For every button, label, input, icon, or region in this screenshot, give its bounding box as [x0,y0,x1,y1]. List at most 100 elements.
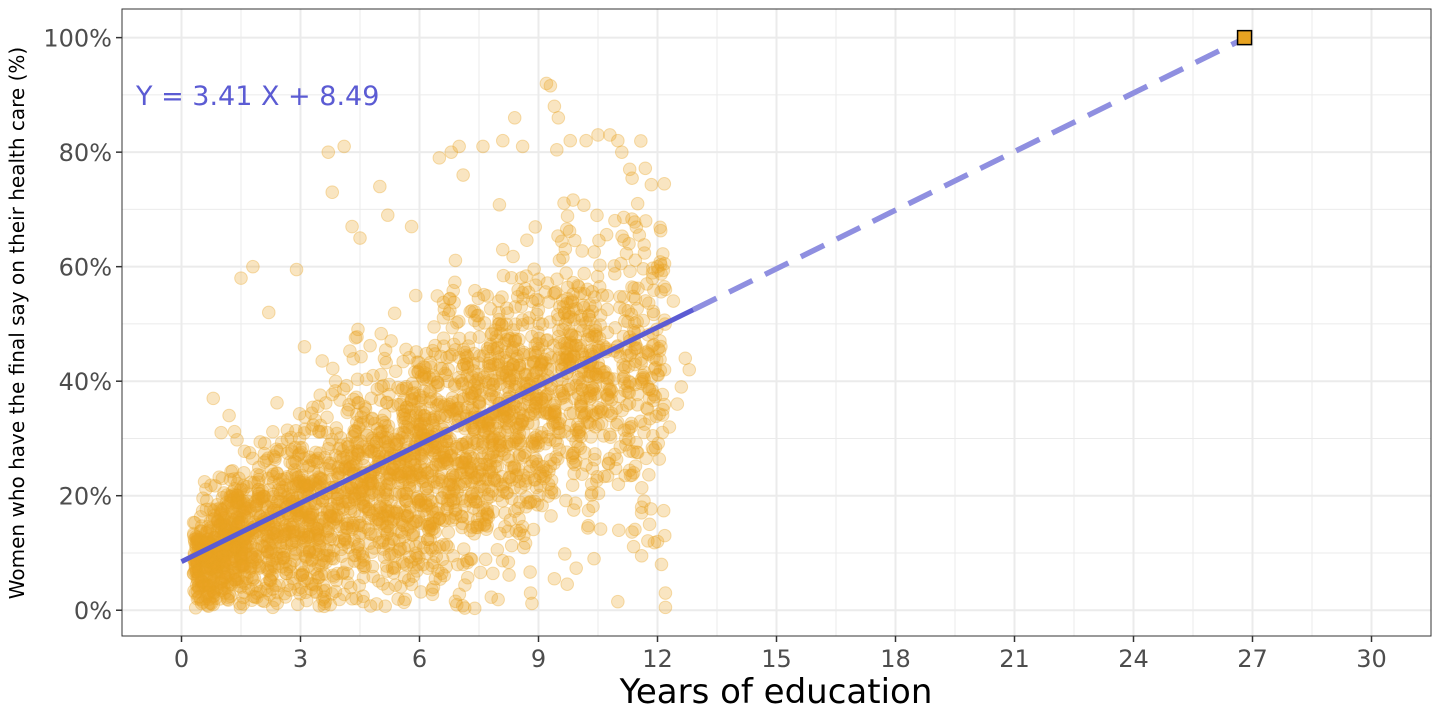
scatter-point [233,600,248,615]
scatter-point [426,443,440,458]
scatter-point [493,371,507,385]
scatter-point [591,417,606,432]
scatter-point [517,345,531,360]
scatter-point [292,447,307,461]
scatter-point [196,579,211,593]
scatter-point [196,491,210,505]
scatter-point [212,557,226,571]
scatter-point [356,550,370,564]
scatter-point [446,548,460,563]
scatter-point [232,536,246,550]
scatter-point [209,502,223,517]
scatter-point [343,344,357,358]
scatter-point [190,571,204,586]
scatter-point [208,556,223,570]
scatter-point [370,382,385,396]
scatter-point [234,557,249,572]
scatter-point [623,348,637,363]
scatter-point [230,541,244,555]
scatter-point [202,592,217,606]
scatter-point [269,527,283,542]
scatter-point [544,485,559,500]
scatter-point [435,474,449,488]
scatter-point [472,330,487,344]
scatter-point [647,283,661,298]
scatter-point [225,463,240,478]
scatter-point [244,570,259,585]
scatter-point [363,338,377,353]
scatter-point [563,133,578,148]
scatter-point [214,574,229,588]
scatter-point [245,555,260,569]
scatter-point [375,516,390,531]
scatter-point [227,560,242,574]
y-tick-label: 100% [43,25,112,53]
scatter-point [579,133,593,148]
x-tick-label: 27 [1237,645,1268,673]
scatter-point [270,466,284,480]
scatter-point [203,570,218,584]
scatter-point [658,600,673,615]
scatter-point [196,575,211,590]
scatter-point [239,479,254,494]
scatter-point [266,424,280,439]
scatter-point [198,555,212,570]
scatter-point [404,577,419,592]
scatter-point [211,518,226,533]
scatter-point [263,522,278,537]
scatter-point [228,572,243,587]
scatter-point [646,307,661,322]
scatter-point [268,520,282,534]
scatter-point [208,479,222,493]
scatter-point [218,518,233,532]
scatter-point [513,402,528,416]
scatter-point [577,266,591,281]
scatter-point [223,576,237,591]
scatter-point [603,427,617,442]
scatter-point [211,514,225,529]
scatter-point [325,185,340,200]
scatter-point [213,517,228,531]
scatter-point [456,168,470,182]
scatter-point [206,504,221,518]
scatter-point [275,480,290,494]
scatter-point [233,551,248,566]
scatter-point [448,253,463,268]
scatter-point [600,469,615,483]
scatter-point [608,447,622,462]
scatter-point [476,139,490,154]
scatter-point [199,578,214,593]
scatter-point [279,562,294,577]
scatter-point [208,591,223,606]
scatter-point [226,561,241,576]
scatter-point [195,504,210,518]
scatter-point [427,320,441,334]
scatter-point [395,430,409,445]
scatter-point [232,578,246,593]
scatter-point [214,506,228,520]
scatter-point [650,259,665,274]
scatter-point [188,557,203,572]
scatter-point [514,299,529,314]
scatter-point [199,526,213,540]
scatter-point [345,219,359,234]
scatter-point [309,521,324,536]
scatter-point [630,314,644,329]
scatter-point [226,506,241,520]
scatter-point [340,575,355,590]
scatter-point [230,542,245,557]
scatter-point [215,583,229,598]
scatter-point [234,580,248,594]
scatter-point [198,591,213,606]
scatter-point [213,592,227,606]
scatter-point [199,569,214,583]
scatter-point [662,420,677,434]
scatter-point [257,436,272,451]
scatter-point [218,570,233,585]
scatter-point [317,590,332,604]
scatter-point [209,549,224,564]
scatter-point [216,561,231,576]
scatter-point [192,578,206,593]
scatter-point [215,516,230,530]
scatter-point [200,554,214,568]
